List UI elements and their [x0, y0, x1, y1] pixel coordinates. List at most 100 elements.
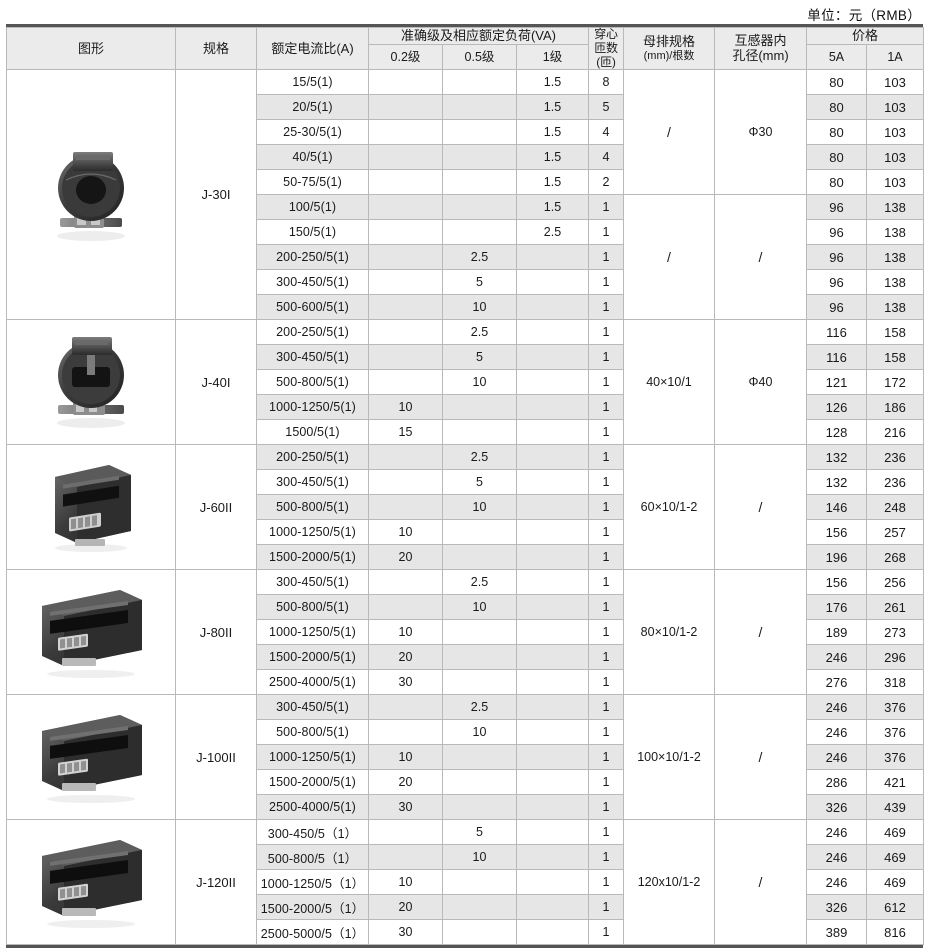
- cell-through-turns: 1: [588, 369, 624, 396]
- cell-rated-current-ratio: 500-800/5(1): [256, 719, 369, 746]
- cell-busbar-spec: 100×10/1-2: [623, 694, 715, 821]
- cell-class-02-burden: 30: [368, 669, 443, 696]
- spec-cell: J-80II: [175, 569, 257, 696]
- col-header-spec: 规格: [175, 26, 257, 71]
- cell-price-1a: 256: [865, 569, 925, 596]
- cell-class-05-burden: [442, 669, 517, 696]
- table-row: 1500-2000/5(1) 20 1 196 268: [7, 544, 925, 571]
- cell-price-5a: 246: [806, 844, 867, 871]
- col-header-busbar: 母排规格 (mm)/根数: [623, 26, 715, 71]
- col-header-turns: 穿心 匝数 (匝): [588, 26, 624, 71]
- cell-class-02-burden: 15: [368, 419, 443, 446]
- cell-class-1-burden: [516, 894, 589, 921]
- cell-class-02-burden: 20: [368, 894, 443, 921]
- product-photo-box-ct-wide: [7, 707, 175, 807]
- table-row: J-100II 300-450/5(1) 2.5 1 100×10/1-2/246 376: [6, 694, 925, 821]
- cell-class-02-burden: [368, 144, 443, 171]
- table-header: 图形 规格 额定电流比(A) 准确级及相应额定负荷(VA) 穿心 匝数 (匝) …: [6, 26, 925, 71]
- table-row: 1000-1250/5(1) 10 1 156 257: [7, 519, 925, 546]
- cell-through-turns: 1: [588, 619, 624, 646]
- cell-class-05-burden: [442, 644, 517, 671]
- cell-class-1-burden: [516, 619, 589, 646]
- cell-inner-hole-diameter: /: [714, 694, 807, 821]
- cell-price-5a: 189: [806, 619, 867, 646]
- cell-price-5a: 80: [806, 119, 867, 146]
- cell-class-02-burden: [368, 444, 443, 471]
- cell-price-1a: 376: [865, 694, 925, 721]
- cell-price-1a: 216: [865, 419, 925, 446]
- cell-price-5a: 96: [806, 294, 867, 321]
- table-row: 1500-2000/5(1) 20 1 286 421: [7, 769, 925, 796]
- cell-rated-current-ratio: 1500-2000/5(1): [256, 769, 369, 796]
- col-header-class-02: 0.2级: [368, 44, 443, 71]
- cell-price-5a: 389: [806, 919, 867, 946]
- cell-price-5a: 326: [806, 894, 867, 921]
- cell-through-turns: 1: [588, 569, 624, 596]
- cell-class-02-burden: 10: [368, 394, 443, 421]
- cell-class-02-burden: 10: [368, 744, 443, 771]
- table-row: J-30I 15/5(1) 1.5 8/Φ30 80 103: [6, 69, 925, 321]
- cell-class-1-burden: [516, 444, 589, 471]
- cell-class-02-burden: [368, 569, 443, 596]
- cell-price-5a: 128: [806, 419, 867, 446]
- cell-class-05-burden: [442, 169, 517, 196]
- cell-through-turns: 1: [588, 469, 624, 496]
- cell-class-05-burden: [442, 69, 517, 96]
- cell-class-02-burden: [368, 344, 443, 371]
- cell-through-turns: 1: [588, 594, 624, 621]
- cell-price-5a: 80: [806, 69, 867, 96]
- cell-class-1-burden: [516, 694, 589, 721]
- cell-class-05-burden: [442, 119, 517, 146]
- cell-through-turns: 1: [588, 819, 624, 846]
- product-photo-box-ct-wide: [7, 832, 175, 932]
- cell-class-1-burden: 1.5: [516, 69, 589, 96]
- cell-through-turns: 1: [588, 519, 624, 546]
- cell-price-1a: 296: [865, 644, 925, 671]
- cell-rated-current-ratio: 1000-1250/5(1): [256, 744, 369, 771]
- cell-class-05-burden: 5: [442, 469, 517, 496]
- cell-class-05-burden: [442, 794, 517, 821]
- cell-class-05-burden: 2.5: [442, 444, 517, 471]
- cell-price-1a: 236: [865, 444, 925, 471]
- table-body: J-30I 15/5(1) 1.5 8/Φ30 80 103 20/5(1) 1.5 5 80 10…: [6, 69, 925, 946]
- table-row: 20/5(1) 1.5 5 80 103: [7, 94, 925, 121]
- cell-through-turns: 1: [588, 319, 624, 346]
- cell-rated-current-ratio: 1500-2000/5（1）: [256, 894, 369, 921]
- table-row: 150/5(1) 2.5 1 96 138: [7, 219, 925, 246]
- cell-through-turns: 1: [588, 444, 624, 471]
- cell-class-02-burden: [368, 294, 443, 321]
- cell-price-5a: 326: [806, 794, 867, 821]
- cell-class-05-burden: [442, 94, 517, 121]
- cell-class-05-burden: [442, 144, 517, 171]
- cell-rated-current-ratio: 200-250/5(1): [256, 244, 369, 271]
- cell-rated-current-ratio: 300-450/5(1): [256, 344, 369, 371]
- cell-through-turns: 1: [588, 644, 624, 671]
- cell-busbar-spec: 60×10/1-2: [623, 444, 715, 571]
- unit-caption: 单位：元（RMB）: [0, 0, 929, 24]
- cell-busbar-spec: 40×10/1: [623, 319, 715, 446]
- cell-class-05-burden: 10: [442, 494, 517, 521]
- cell-price-1a: 236: [865, 469, 925, 496]
- cell-class-1-burden: [516, 744, 589, 771]
- table-row: 500-800/5（1） 10 1 246 469: [7, 844, 925, 871]
- table-row: 200-250/5(1) 2.5 1 96 138: [7, 244, 925, 271]
- cell-rated-current-ratio: 2500-4000/5(1): [256, 669, 369, 696]
- cell-rated-current-ratio: 1000-1250/5(1): [256, 394, 369, 421]
- cell-class-1-burden: 1.5: [516, 169, 589, 196]
- cell-price-1a: 268: [865, 544, 925, 571]
- cell-class-05-burden: [442, 394, 517, 421]
- cell-inner-hole-diameter: /: [714, 194, 807, 321]
- cell-class-05-burden: 2.5: [442, 569, 517, 596]
- cell-inner-hole-diameter: Φ40: [714, 319, 807, 446]
- cell-price-1a: 439: [865, 794, 925, 821]
- cell-class-05-burden: [442, 919, 517, 946]
- cell-class-1-burden: [516, 794, 589, 821]
- cell-price-1a: 103: [865, 119, 925, 146]
- cell-through-turns: 1: [588, 894, 624, 921]
- cell-class-05-burden: [442, 744, 517, 771]
- cell-class-1-burden: [516, 844, 589, 871]
- cell-class-02-burden: [368, 694, 443, 721]
- product-image-cell: [6, 319, 176, 446]
- cell-class-1-burden: [516, 569, 589, 596]
